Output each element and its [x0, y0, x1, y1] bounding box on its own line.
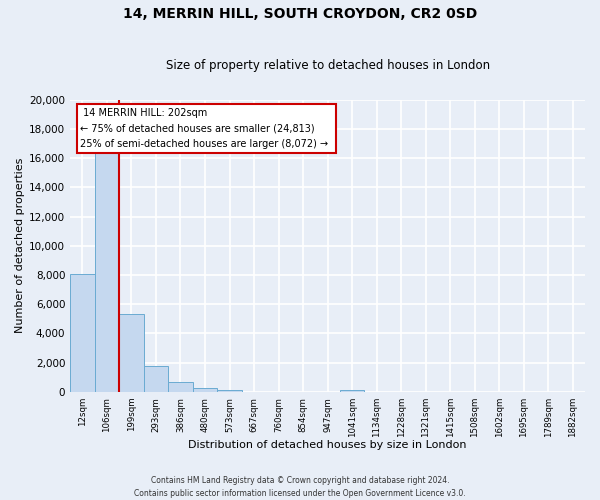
- Bar: [340, 390, 364, 392]
- Text: 14 MERRIN HILL: 202sqm
← 75% of detached houses are smaller (24,813)
25% of semi: 14 MERRIN HILL: 202sqm ← 75% of detached…: [80, 108, 332, 148]
- Bar: [95, 150, 119, 392]
- Bar: [70, 274, 95, 392]
- Bar: [217, 390, 242, 392]
- X-axis label: Distribution of detached houses by size in London: Distribution of detached houses by size …: [188, 440, 467, 450]
- Bar: [193, 388, 217, 392]
- Bar: [144, 366, 168, 392]
- Text: Contains HM Land Registry data © Crown copyright and database right 2024.
Contai: Contains HM Land Registry data © Crown c…: [134, 476, 466, 498]
- Y-axis label: Number of detached properties: Number of detached properties: [15, 158, 25, 334]
- Title: Size of property relative to detached houses in London: Size of property relative to detached ho…: [166, 59, 490, 72]
- Text: 14, MERRIN HILL, SOUTH CROYDON, CR2 0SD: 14, MERRIN HILL, SOUTH CROYDON, CR2 0SD: [123, 8, 477, 22]
- Bar: [168, 382, 193, 392]
- Bar: [119, 314, 144, 392]
